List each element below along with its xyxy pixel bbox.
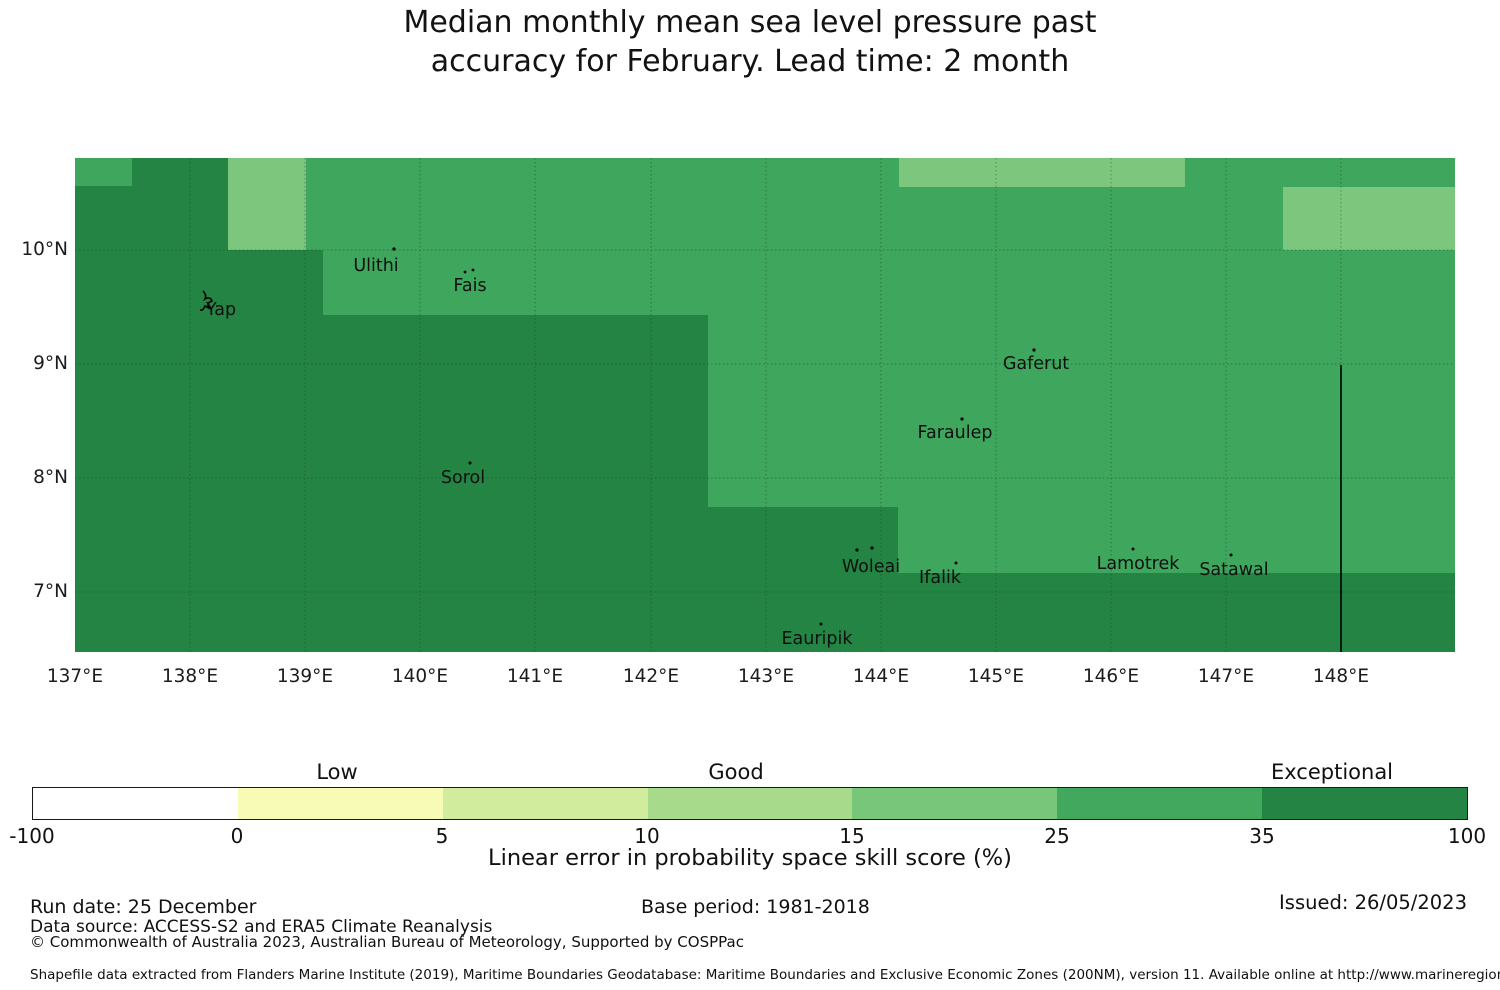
colorbar-zone-good: Good: [708, 760, 764, 784]
colorbar-segment-5: [852, 788, 1058, 819]
island-shape-icon: [199, 290, 214, 311]
island-label: Gaferut: [1003, 354, 1069, 374]
colorbar-segment-2: [237, 788, 443, 819]
island-dot: [855, 548, 859, 552]
x-tick-146e: 146°E: [1082, 666, 1140, 687]
island-dot: [1131, 547, 1135, 551]
y-tick-8n: 8°N: [33, 467, 68, 488]
island-marker-eauripik: Eauripik: [781, 622, 853, 649]
island-label: Sorol: [441, 468, 485, 488]
cb-tick-100: 100: [1447, 824, 1487, 848]
island-label: Woleai: [842, 557, 900, 577]
y-tick-7n: 7°N: [33, 581, 68, 602]
copyright-text: © Commonwealth of Australia 2023, Austra…: [30, 933, 744, 951]
cb-tick-10: 10: [634, 824, 660, 848]
skill-region-light-2: [899, 158, 1185, 187]
x-tick-143e: 143°E: [737, 666, 795, 687]
x-tick-147e: 147°E: [1197, 666, 1255, 687]
data-source-text: Data source: ACCESS-S2 and ERA5 Climate …: [30, 917, 493, 937]
island-label: Ulithi: [353, 256, 398, 276]
cb-tick-35: 35: [1249, 824, 1275, 848]
island-label: Fais: [453, 276, 486, 296]
island-dot: [463, 270, 467, 274]
issued-date-text: Issued: 26/05/2023: [1279, 891, 1467, 914]
x-tick-140e: 140°E: [391, 666, 449, 687]
island-marker-ulithi: Ulithi: [353, 247, 399, 276]
chart-title-line2: accuracy for February. Lead time: 2 mont…: [430, 44, 1070, 79]
island-dot: [819, 622, 823, 626]
colorbar-segment-1: [33, 788, 238, 819]
island-label: Satawal: [1199, 560, 1268, 580]
island-dot: [870, 546, 874, 550]
island-marker-yap: Yap: [199, 290, 236, 320]
colorbar-segment-3: [442, 788, 648, 819]
island-marker-fais: Fais: [453, 268, 487, 296]
shapefile-attribution-text: Shapefile data extracted from Flanders M…: [30, 967, 1500, 983]
colorbar-axis-label: Linear error in probability space skill …: [488, 845, 1012, 871]
x-tick-144e: 144°E: [852, 666, 910, 687]
x-tick-138e: 138°E: [161, 666, 219, 687]
colorbar-segment-7: [1262, 788, 1468, 819]
map-plot-area: Yap Ulithi Fais Gaferut Faraulep Sorol W…: [75, 158, 1455, 652]
island-label: Eauripik: [781, 629, 853, 649]
cb-tick-neg100: -100: [9, 824, 55, 848]
island-dot: [468, 461, 472, 465]
chart-title: Median monthly mean sea level pressure p…: [0, 3, 1500, 81]
x-tick-137e: 137°E: [46, 666, 104, 687]
base-period-text: Base period: 1981-2018: [641, 896, 870, 918]
island-label: Faraulep: [918, 423, 993, 443]
island-marker-woleai: Woleai: [842, 546, 900, 577]
island-dot: [1032, 348, 1036, 352]
y-tick-10n: 10°N: [21, 239, 68, 260]
x-tick-142e: 142°E: [622, 666, 680, 687]
cb-tick-0: 0: [230, 824, 244, 848]
cb-tick-25: 25: [1044, 824, 1070, 848]
chart-title-line1: Median monthly mean sea level pressure p…: [403, 5, 1097, 40]
skill-region-dark: [75, 158, 1455, 652]
x-tick-148e: 148°E: [1312, 666, 1370, 687]
colorbar-segment-4: [647, 788, 853, 819]
cb-tick-5: 5: [435, 824, 449, 848]
x-tick-139e: 139°E: [276, 666, 334, 687]
colorbar-zone-low: Low: [316, 760, 358, 784]
cb-tick-15: 15: [839, 824, 865, 848]
colorbar-segment-6: [1057, 788, 1263, 819]
x-tick-141e: 141°E: [506, 666, 564, 687]
x-tick-145e: 145°E: [967, 666, 1025, 687]
island-marker-lamotrek: Lamotrek: [1097, 547, 1181, 574]
run-date-text: Run date: 25 December: [30, 896, 257, 918]
island-label: Ifalik: [919, 568, 962, 588]
island-marker-ifalik: Ifalik: [919, 561, 962, 588]
island-dot: [960, 417, 964, 421]
y-tick-9n: 9°N: [33, 353, 68, 374]
island-dot: [954, 561, 958, 565]
colorbar-zone-exceptional: Exceptional: [1270, 760, 1394, 784]
island-label: Yap: [205, 300, 236, 320]
island-marker-gaferut: Gaferut: [1003, 348, 1069, 374]
island-marker-faraulep: Faraulep: [918, 417, 993, 443]
island-marker-sorol: Sorol: [441, 461, 485, 488]
colorbar: [32, 787, 1468, 820]
skill-region-light-1: [228, 158, 306, 250]
island-dot: [392, 247, 396, 251]
island-dot: [471, 268, 475, 272]
island-marker-satawal: Satawal: [1199, 553, 1269, 580]
skill-region-light-3: [1283, 187, 1455, 250]
island-dot: [1229, 553, 1233, 557]
island-label: Lamotrek: [1097, 554, 1181, 574]
